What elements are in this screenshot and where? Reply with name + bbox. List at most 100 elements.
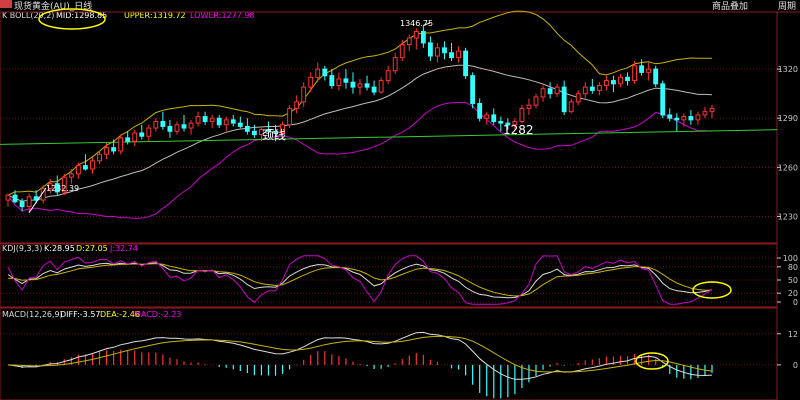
support-price-label: 1282 bbox=[503, 123, 534, 137]
macd-0-label: 0 bbox=[793, 361, 798, 370]
candle bbox=[181, 124, 187, 129]
candle bbox=[364, 83, 370, 88]
candle bbox=[132, 132, 138, 142]
candle bbox=[688, 116, 694, 121]
candle bbox=[209, 117, 215, 122]
candle bbox=[125, 137, 131, 142]
candle bbox=[660, 83, 666, 116]
candle bbox=[19, 201, 25, 208]
candle bbox=[491, 114, 497, 122]
kdj-0-label: 0 bbox=[793, 298, 798, 307]
candle bbox=[653, 68, 659, 85]
candle bbox=[251, 130, 257, 136]
candle bbox=[68, 173, 74, 178]
candle bbox=[413, 30, 419, 39]
candle bbox=[554, 86, 560, 95]
candle bbox=[237, 122, 243, 127]
candle bbox=[47, 183, 53, 190]
kdj-100-label: 100 bbox=[783, 254, 798, 263]
annotations: 1346.75 1232.39 颈线 1282 bbox=[28, 8, 534, 213]
main-indicator-title: K BOLL(20,2) bbox=[2, 11, 54, 20]
kdj-d-label: D:27.05 bbox=[76, 244, 108, 253]
candle bbox=[519, 107, 525, 122]
candle bbox=[350, 81, 356, 88]
candle bbox=[118, 137, 124, 152]
candle bbox=[442, 47, 447, 54]
candle bbox=[582, 86, 588, 95]
macd-legend: MACD(12,26,9) DIFF:-3.57 DEA:-2.46 MACD:… bbox=[2, 310, 181, 319]
candle bbox=[202, 116, 208, 122]
candle bbox=[336, 78, 342, 86]
overlay-button[interactable]: 商品叠加 bbox=[712, 0, 748, 12]
candle bbox=[456, 50, 461, 59]
candle bbox=[266, 129, 271, 132]
candle bbox=[357, 83, 363, 88]
candle bbox=[26, 196, 32, 208]
kdj-j-line bbox=[7, 255, 713, 305]
boll-upper-line bbox=[7, 10, 712, 196]
candle bbox=[667, 114, 673, 119]
kdj-highlight-ellipse bbox=[692, 281, 732, 299]
candle bbox=[603, 80, 609, 86]
candle bbox=[174, 124, 180, 132]
candle bbox=[512, 120, 518, 126]
candle bbox=[216, 117, 222, 126]
candle bbox=[406, 37, 412, 46]
boll-lower-label: LOWER:1277.98 bbox=[190, 11, 255, 20]
kdj-80-label: 80 bbox=[788, 263, 798, 272]
candle bbox=[526, 104, 532, 109]
price-1290-label: 1290 bbox=[778, 114, 798, 123]
candle bbox=[111, 147, 117, 152]
candle bbox=[329, 75, 335, 86]
mid-highlight-ellipse bbox=[38, 8, 106, 30]
macd-indicator-title: MACD(12,26,9) bbox=[2, 310, 63, 319]
candle bbox=[75, 165, 81, 175]
candle bbox=[259, 129, 264, 136]
kdj-panel-frame bbox=[0, 243, 778, 308]
candle bbox=[575, 93, 581, 103]
kdj-k-label: K:28.95 bbox=[44, 244, 75, 253]
kdj-d-line bbox=[7, 263, 713, 297]
macd-histogram bbox=[14, 349, 713, 399]
neckline bbox=[0, 129, 778, 145]
macd-dea-label: DEA:-2.46 bbox=[100, 310, 140, 319]
candle bbox=[12, 194, 18, 203]
candle bbox=[244, 125, 250, 132]
candle bbox=[477, 102, 483, 119]
macd-diff-label: DIFF:-3.57 bbox=[60, 310, 101, 319]
candle bbox=[533, 96, 539, 106]
kdj-50-label: 50 bbox=[788, 276, 798, 285]
macd-diff-line bbox=[7, 331, 713, 380]
kdj-20-label: 20 bbox=[788, 289, 798, 298]
kdj-j-label: J:32.74 bbox=[109, 244, 138, 253]
period-button[interactable]: 周期 bbox=[778, 1, 796, 12]
candle bbox=[54, 183, 60, 193]
candle bbox=[632, 65, 637, 82]
candle bbox=[674, 117, 680, 121]
candle bbox=[399, 44, 405, 59]
candles bbox=[5, 25, 715, 213]
high-price-label: 1346.75 bbox=[400, 19, 433, 28]
candle bbox=[230, 119, 236, 124]
candle bbox=[223, 119, 229, 126]
candle bbox=[561, 86, 567, 113]
candle bbox=[596, 84, 602, 91]
candle bbox=[618, 76, 623, 85]
candle bbox=[639, 65, 645, 73]
boll-upper-label: UPPER:1319.72 bbox=[124, 11, 186, 20]
candle bbox=[702, 111, 708, 116]
candle bbox=[97, 153, 102, 162]
candle bbox=[83, 165, 88, 170]
candle bbox=[90, 160, 95, 170]
candle bbox=[294, 101, 300, 109]
app-icon bbox=[0, 0, 12, 8]
candle bbox=[273, 130, 278, 134]
high-price-leader bbox=[423, 22, 431, 26]
candle bbox=[611, 80, 616, 85]
candle bbox=[392, 57, 398, 72]
price-1230-label: 1230 bbox=[778, 212, 798, 221]
price-1260-label: 1260 bbox=[778, 163, 798, 172]
candle bbox=[378, 80, 384, 93]
